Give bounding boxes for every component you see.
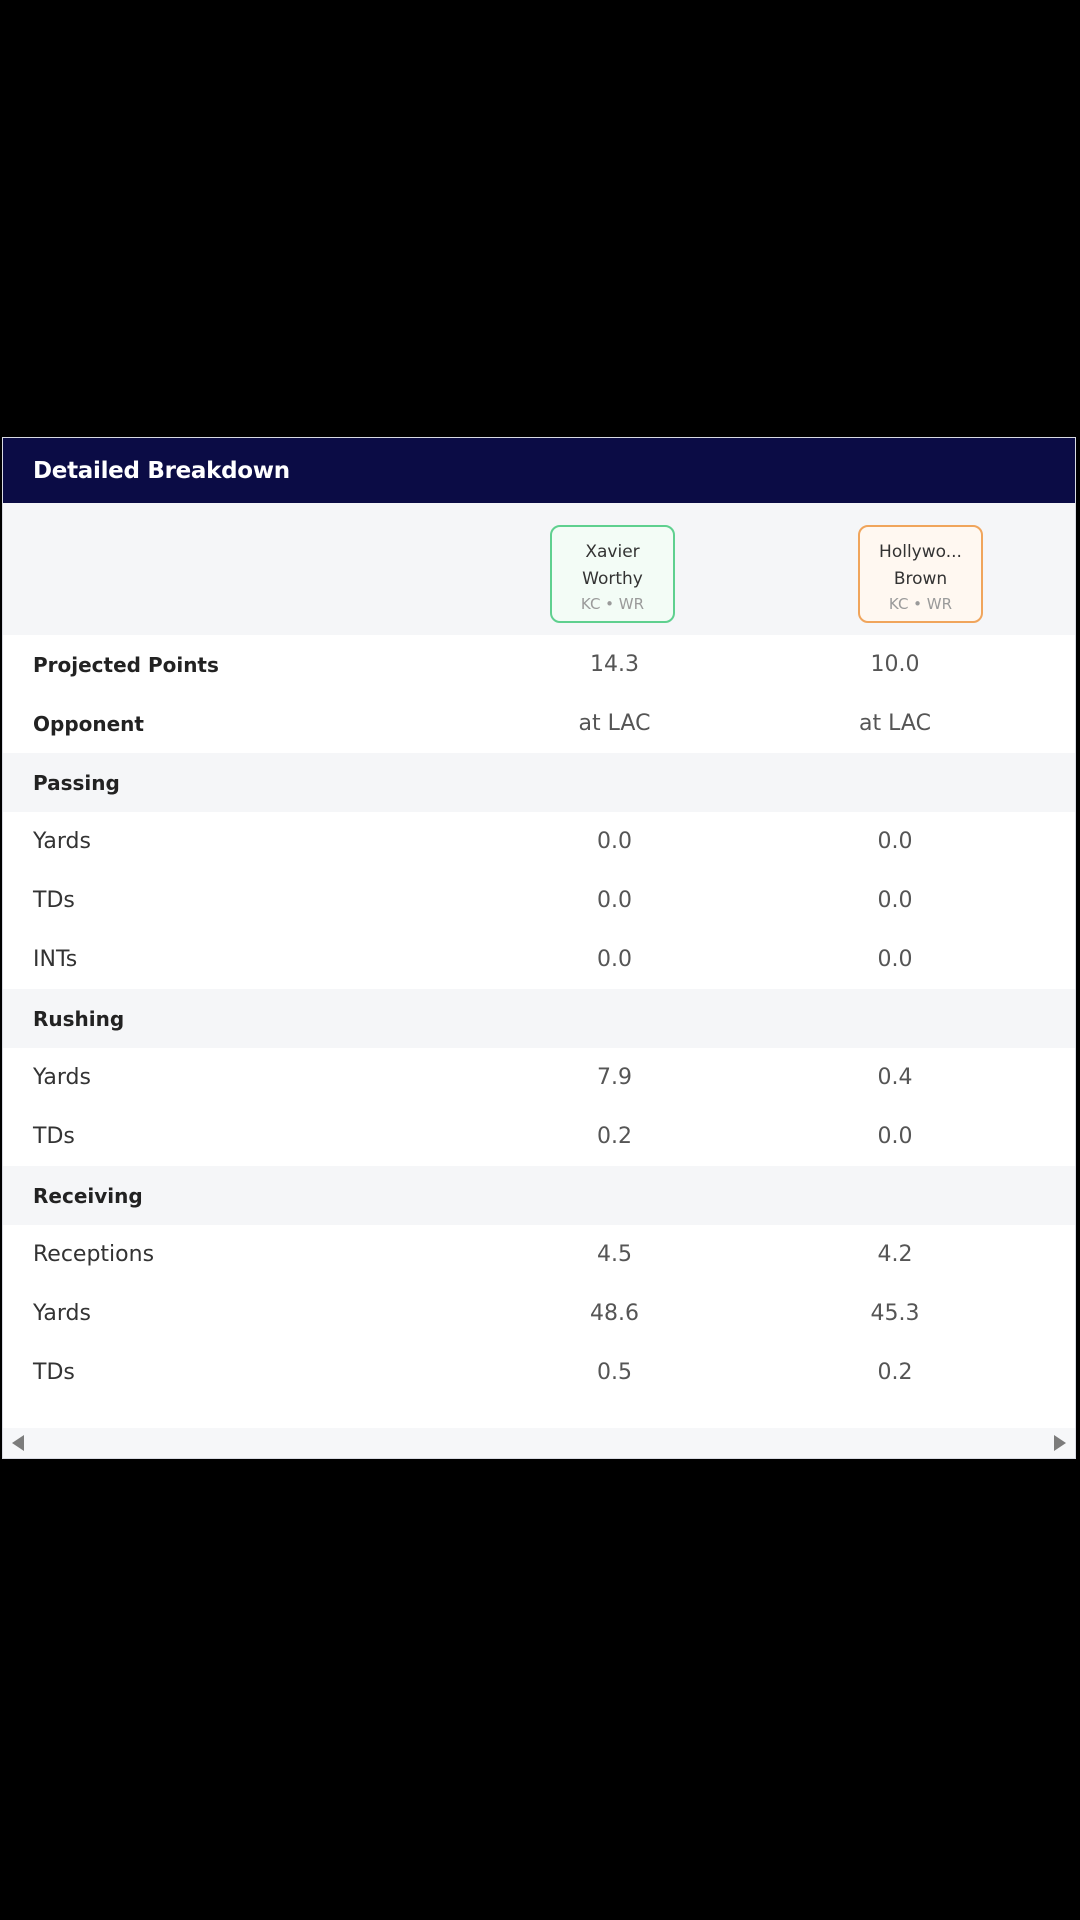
section-title: Rushing xyxy=(33,1006,125,1031)
p2-value: 0.0 xyxy=(877,829,913,854)
row-rushing-yards: Yards 7.9 0.4 xyxy=(3,1048,1075,1107)
p2-value: 0.0 xyxy=(877,888,913,913)
p2-value: 10.0 xyxy=(870,652,920,677)
section-passing: Passing xyxy=(3,753,1075,812)
row-label: INTs xyxy=(33,947,78,972)
p1-value: 0.0 xyxy=(597,947,632,972)
row-projected-points: Projected Points 14.3 10.0 xyxy=(3,635,1075,694)
p2-value: 45.3 xyxy=(870,1301,920,1326)
scroll-right-arrow-icon[interactable] xyxy=(1054,1435,1066,1451)
p1-value: 48.6 xyxy=(590,1301,639,1326)
row-receptions: Receptions 4.5 4.2 xyxy=(3,1225,1075,1284)
player-header-row: Xavier Worthy KC • WR Hollywo... Brown K… xyxy=(3,503,1075,635)
p2-value: 0.2 xyxy=(877,1360,913,1385)
p1-value: 0.2 xyxy=(597,1124,632,1149)
row-label: TDs xyxy=(33,1360,75,1385)
row-receiving-tds: TDs 0.5 0.2 xyxy=(3,1343,1075,1402)
p2-value: 0.0 xyxy=(877,947,913,972)
row-receiving-yards: Yards 48.6 45.3 xyxy=(3,1284,1075,1343)
row-rushing-tds: TDs 0.2 0.0 xyxy=(3,1107,1075,1166)
p1-value: 0.0 xyxy=(597,888,632,913)
row-label: Projected Points xyxy=(33,652,219,677)
card-title: Detailed Breakdown xyxy=(33,457,290,484)
card-header: Detailed Breakdown xyxy=(3,438,1075,503)
player-name-line2: Brown xyxy=(893,569,948,589)
section-title: Receiving xyxy=(33,1183,143,1208)
p1-value: at LAC xyxy=(578,711,651,736)
section-title: Passing xyxy=(33,770,120,795)
row-label: TDs xyxy=(33,888,75,913)
player-chip-xavier-worthy[interactable]: Xavier Worthy KC • WR xyxy=(550,525,675,623)
row-label: TDs xyxy=(33,1124,75,1149)
p1-value: 0.0 xyxy=(597,829,632,854)
detailed-breakdown-card: Detailed Breakdown Xavier Worthy KC • WR… xyxy=(2,437,1076,1459)
row-label: Receptions xyxy=(33,1242,155,1267)
p1-value: 0.5 xyxy=(597,1360,632,1385)
row-passing-tds: TDs 0.0 0.0 xyxy=(3,871,1075,930)
p1-value: 14.3 xyxy=(590,652,639,677)
row-passing-yards: Yards 0.0 0.0 xyxy=(3,812,1075,871)
player-team-position: KC • WR xyxy=(580,595,645,613)
player-chip-hollywood-brown[interactable]: Hollywo... Brown KC • WR xyxy=(858,525,983,623)
row-label: Yards xyxy=(33,829,91,854)
horizontal-scrollbar[interactable] xyxy=(3,1428,1075,1458)
player-team-position: KC • WR xyxy=(888,595,953,613)
p2-value: 4.2 xyxy=(877,1242,913,1267)
p2-value: at LAC xyxy=(859,711,931,736)
row-label: Yards xyxy=(33,1065,91,1090)
scroll-left-arrow-icon[interactable] xyxy=(12,1435,24,1451)
row-opponent: Opponent at LAC at LAC xyxy=(3,694,1075,753)
player-name-line2: Worthy xyxy=(582,569,643,589)
player-name-line1: Hollywo... xyxy=(879,542,962,562)
p2-value: 0.4 xyxy=(877,1065,913,1090)
row-label: Opponent xyxy=(33,711,144,736)
row-label: Yards xyxy=(33,1301,91,1326)
row-passing-ints: INTs 0.0 0.0 xyxy=(3,930,1075,989)
p2-value: 0.0 xyxy=(877,1124,913,1149)
section-receiving: Receiving xyxy=(3,1166,1075,1225)
p1-value: 4.5 xyxy=(597,1242,632,1267)
p1-value: 7.9 xyxy=(597,1065,632,1090)
player-name-line1: Xavier xyxy=(585,542,640,562)
section-rushing: Rushing xyxy=(3,989,1075,1048)
